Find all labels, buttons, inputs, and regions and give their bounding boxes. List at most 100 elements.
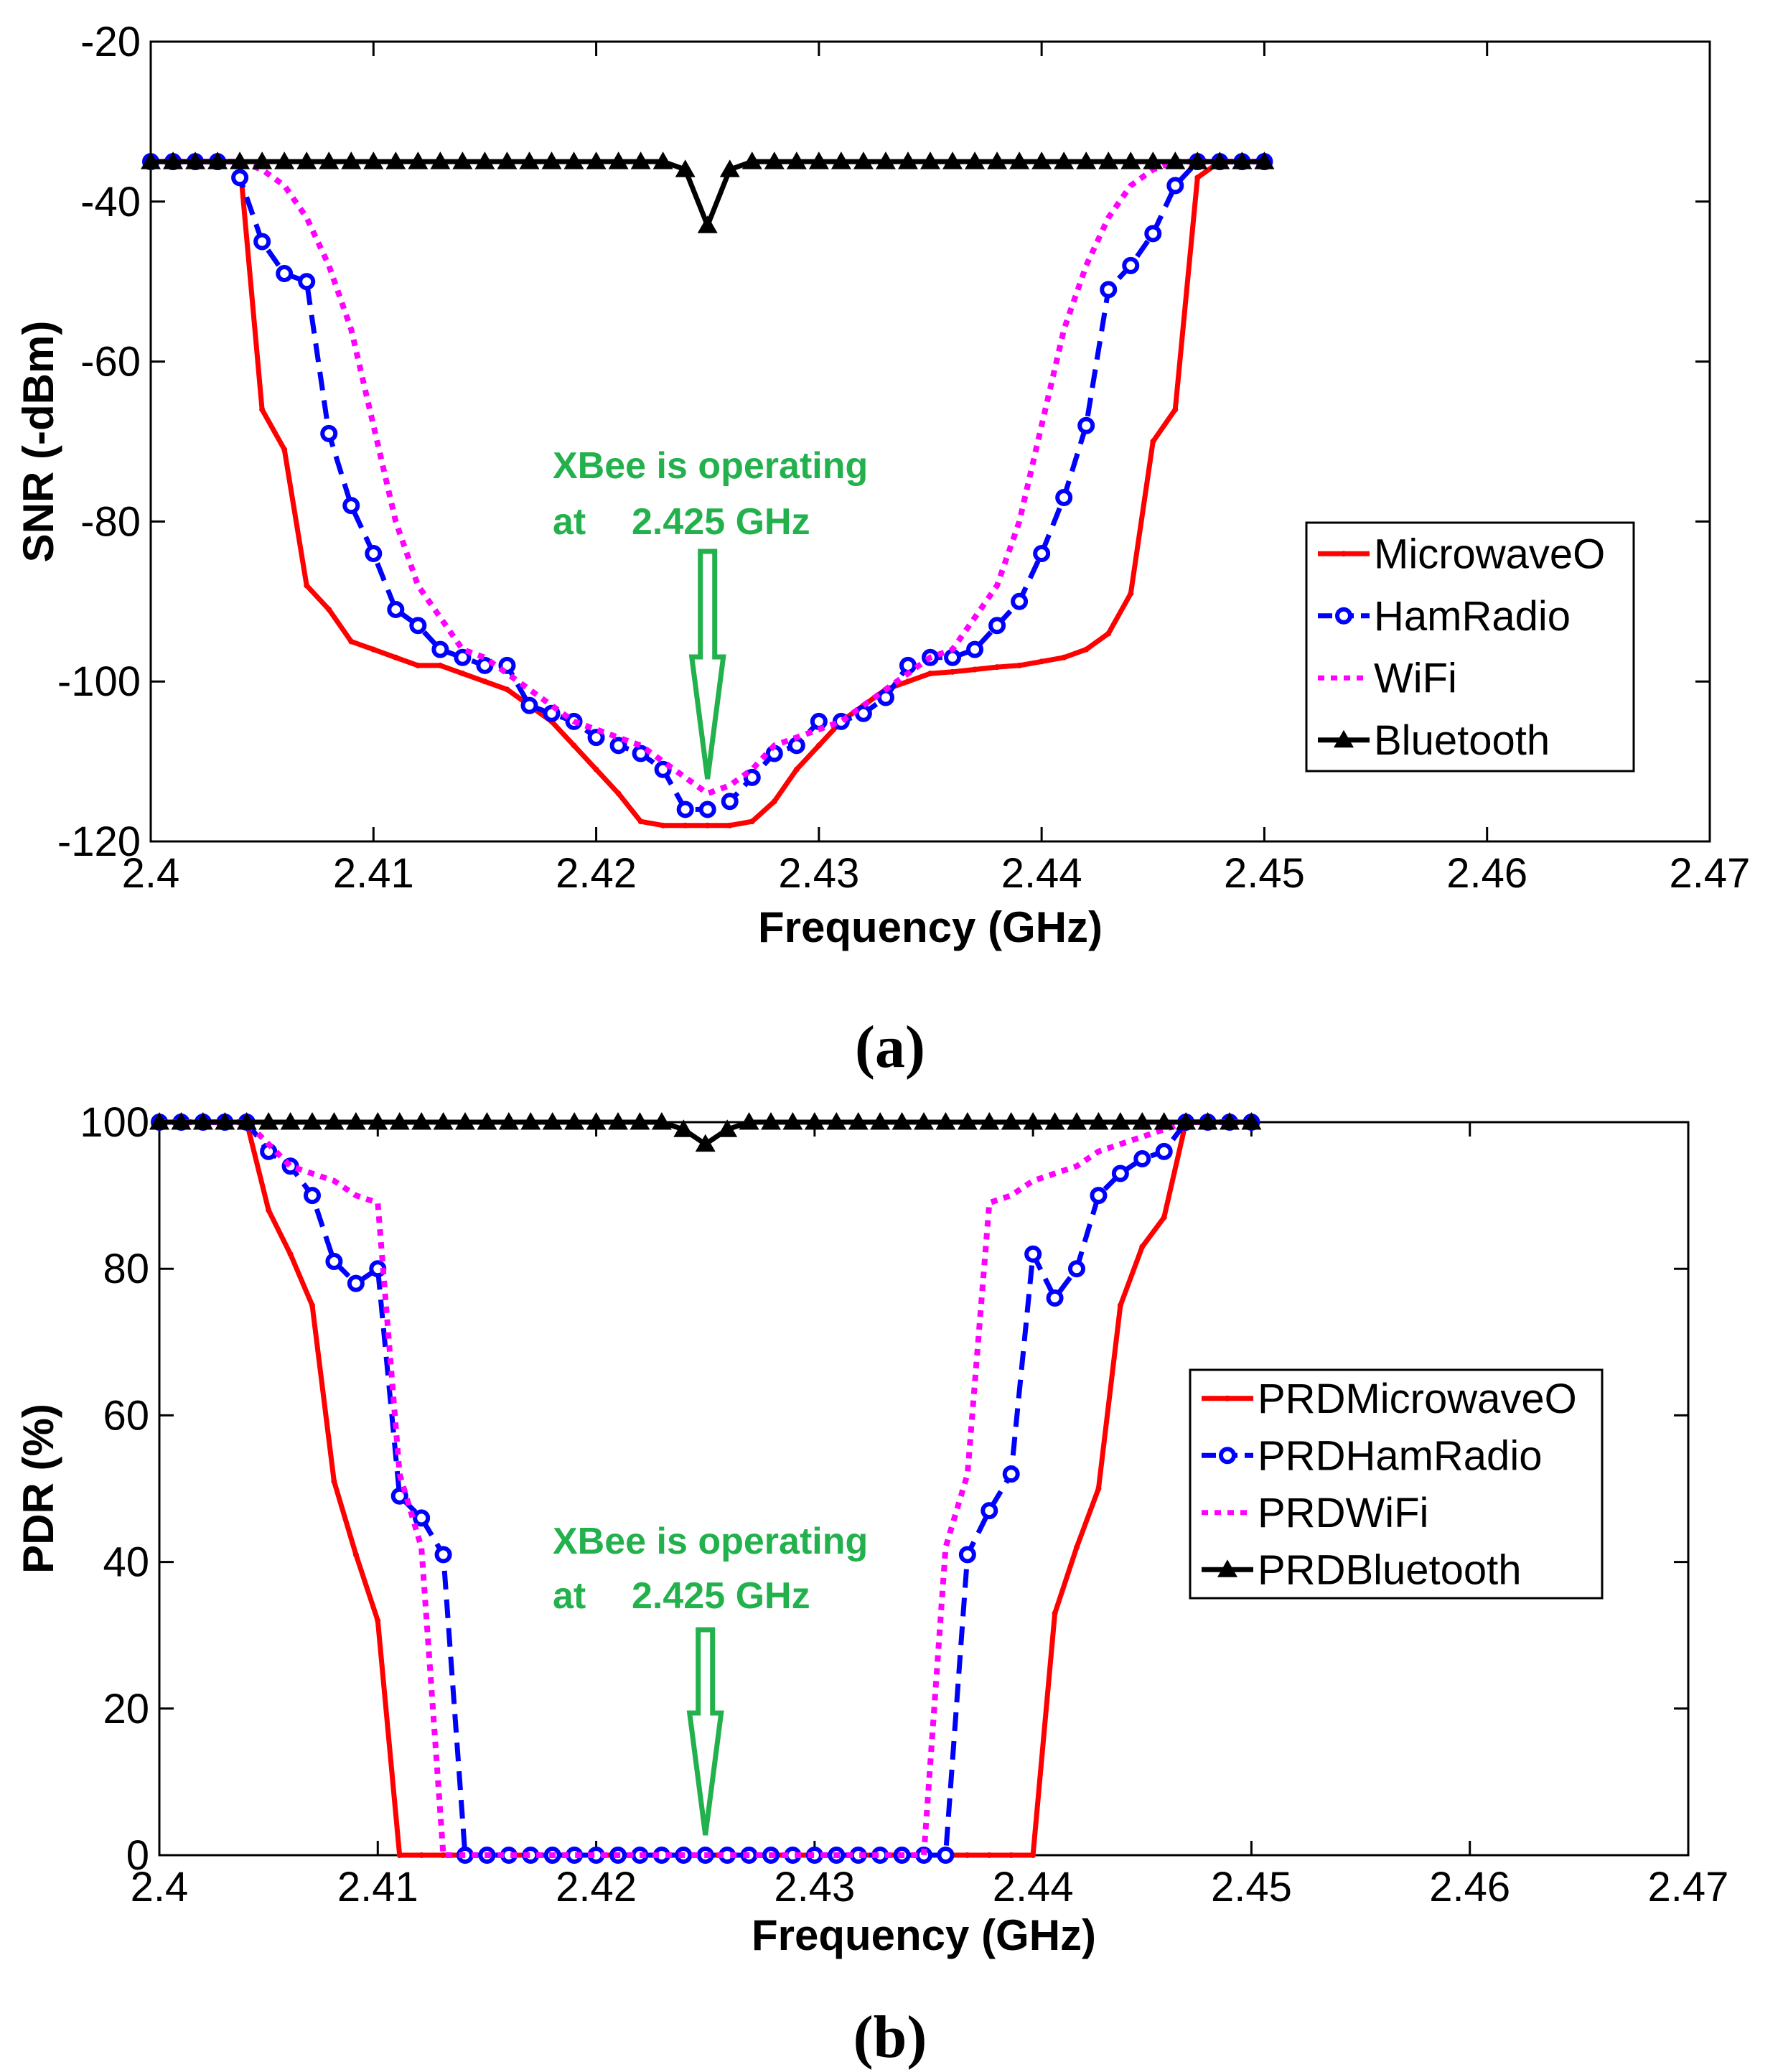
legend-label: Bluetooth — [1374, 717, 1550, 764]
data-point — [375, 1618, 381, 1624]
legend-label: HamRadio — [1374, 593, 1571, 640]
x-tick-label: 2.42 — [556, 850, 637, 897]
data-point — [897, 151, 918, 169]
x-tick-label: 2.47 — [1648, 1864, 1729, 1910]
data-point — [1030, 1852, 1036, 1858]
data-point — [950, 668, 956, 675]
data-point — [408, 151, 429, 169]
x-tick-label: 2.42 — [556, 1864, 637, 1910]
data-point — [259, 406, 266, 413]
data-point — [409, 617, 427, 635]
data-point — [563, 151, 584, 169]
data-point — [309, 1302, 315, 1309]
data-point — [185, 151, 206, 169]
data-point — [253, 233, 271, 251]
data-point — [1098, 151, 1119, 169]
data-point — [749, 818, 755, 825]
snr-chart: 2.4 2.41 2.42 2.43 2.44 2.45 2.46 2.47 -20 -40 -60… — [14, 19, 1750, 1081]
legend-box — [1305, 521, 1635, 773]
y-tick-label: -60 — [80, 339, 141, 386]
data-point — [1105, 630, 1112, 637]
data-point — [370, 646, 377, 653]
x-tick-label: 2.4 — [131, 1864, 189, 1910]
series-line-WiFi — [151, 159, 1265, 797]
data-point — [1100, 281, 1118, 299]
data-point — [1001, 1112, 1021, 1130]
data-point — [609, 737, 627, 755]
data-point — [637, 818, 644, 825]
data-point — [1046, 1289, 1064, 1307]
data-point — [1067, 1112, 1087, 1130]
data-point — [660, 822, 666, 829]
data-point — [341, 151, 362, 169]
legend-label: WiFi — [1374, 655, 1457, 701]
data-point — [1031, 151, 1052, 169]
data-point — [236, 1112, 257, 1130]
data-point — [274, 151, 295, 169]
y-tick-label: -120 — [57, 818, 141, 865]
data-point — [1024, 1245, 1042, 1263]
data-point — [1068, 1260, 1085, 1278]
y-tick-label: -40 — [80, 179, 141, 225]
data-point — [207, 151, 228, 169]
annotation-line1: XBee is operating — [553, 1521, 868, 1562]
data-point — [958, 1546, 976, 1564]
series-Bluetooth — [141, 151, 1275, 233]
data-point — [1128, 590, 1134, 597]
data-point — [1111, 1165, 1129, 1182]
snr-plot-frame — [149, 40, 1711, 843]
snr-annotation: XBee is operating at 2.425 GHz — [553, 445, 868, 780]
data-point — [387, 600, 405, 618]
data-point — [1016, 662, 1023, 668]
data-point — [1187, 151, 1208, 169]
data-point — [304, 1187, 321, 1205]
pdr-chart: 2.4 2.41 2.42 2.43 2.44 2.45 2.46 2.47 100 80 60 40… — [14, 1099, 1728, 2071]
data-point — [437, 662, 444, 668]
data-point — [385, 151, 406, 169]
data-point — [368, 1112, 388, 1130]
data-point — [433, 1112, 454, 1130]
data-point — [815, 742, 822, 749]
data-point — [771, 798, 777, 805]
data-point — [1165, 151, 1186, 169]
data-point — [764, 151, 785, 169]
series-PRDWiFi — [159, 1119, 1252, 1858]
data-point — [1254, 151, 1275, 169]
data-point — [418, 1852, 425, 1858]
data-point — [966, 640, 984, 658]
data-point — [826, 1112, 847, 1130]
data-point — [541, 151, 562, 169]
y-tick-label: 100 — [80, 1099, 149, 1146]
data-point — [1011, 592, 1029, 610]
data-point — [988, 617, 1006, 635]
data-point — [1197, 1112, 1218, 1130]
data-point — [675, 159, 696, 177]
data-point — [920, 151, 940, 169]
data-point — [741, 151, 762, 169]
data-point — [994, 664, 1001, 671]
data-point — [452, 151, 473, 169]
snr-y-axis-label: SNR (-dBm) — [14, 321, 62, 563]
data-point — [326, 606, 332, 612]
data-point — [830, 151, 851, 169]
data-point — [498, 1112, 519, 1130]
data-point — [215, 1112, 235, 1130]
x-tick-label: 2.44 — [993, 1864, 1074, 1910]
data-point — [593, 766, 599, 773]
data-point — [793, 766, 800, 773]
data-point — [630, 151, 651, 169]
data-point — [1194, 174, 1201, 181]
x-tick-label: 2.41 — [337, 1864, 418, 1910]
data-point — [1076, 151, 1097, 169]
y-tick-label: -100 — [57, 658, 141, 705]
data-point — [571, 742, 577, 749]
data-point — [542, 1112, 563, 1130]
data-point — [149, 1112, 169, 1130]
snr-ticks: 2.4 2.41 2.42 2.43 2.44 2.45 2.46 2.47 -20 -40 -60… — [57, 19, 1751, 897]
data-point — [1166, 177, 1184, 195]
data-point — [192, 1112, 213, 1130]
data-point — [630, 1112, 650, 1130]
data-point — [782, 1112, 803, 1130]
data-point — [676, 801, 694, 818]
data-point — [935, 1112, 956, 1130]
